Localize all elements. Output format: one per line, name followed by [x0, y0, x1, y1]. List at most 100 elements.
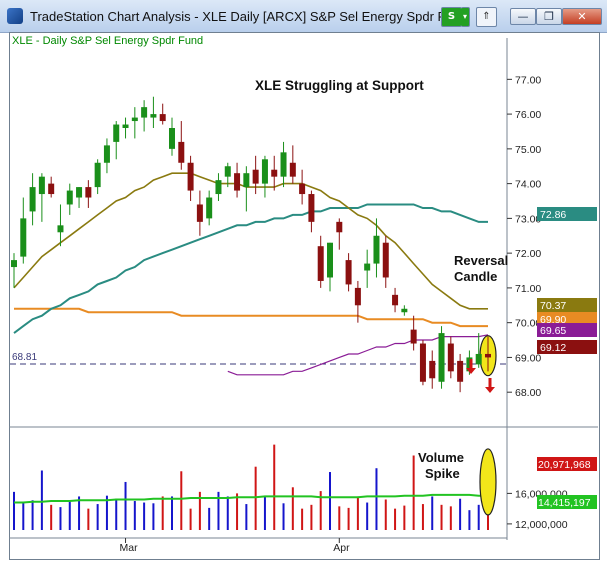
- candle-body: [429, 360, 436, 379]
- footer-credit: [0, 558, 607, 574]
- price-badge-label: 69.65: [540, 325, 566, 337]
- candle-body: [410, 329, 417, 344]
- price-tick-label: 76.00: [515, 109, 541, 121]
- volume-spike-highlight: [479, 448, 497, 516]
- close-button[interactable]: ✕: [562, 8, 602, 25]
- volume-ma-line: [14, 493, 488, 504]
- price-badge: [537, 340, 597, 354]
- chart-annotation-title: XLE Struggling at Support: [255, 78, 424, 93]
- candle-body: [196, 204, 203, 222]
- candle-body: [317, 246, 324, 281]
- price-tick-label: 77.00: [515, 74, 541, 86]
- down-arrow-icon: [485, 378, 495, 393]
- candle-body: [234, 173, 241, 191]
- candle-body: [66, 190, 73, 205]
- candle-body: [457, 360, 464, 382]
- price-badge-label: 69.12: [540, 342, 566, 354]
- candle-body: [215, 180, 222, 195]
- candle-body: [364, 263, 371, 271]
- candle-body: [252, 169, 259, 184]
- price-badge: [537, 312, 597, 326]
- volume-badge-label: 20,971,968: [538, 459, 591, 471]
- candle-body: [187, 162, 194, 191]
- title-bar: TradeStation Chart Analysis - XLE Daily …: [0, 0, 607, 33]
- candle-body: [466, 357, 473, 372]
- reversal-label: Reversal: [454, 253, 508, 268]
- options-menu-button[interactable]: ⇑: [476, 7, 497, 27]
- candle-body: [48, 183, 55, 195]
- ma-short-line: [13, 172, 488, 310]
- app-icon: [7, 8, 23, 24]
- price-tick-label: 70.00: [515, 318, 541, 330]
- price-badge-label: 72.86: [540, 209, 566, 221]
- candle-body: [113, 124, 120, 142]
- candle-body: [85, 187, 92, 198]
- candle-body: [271, 169, 278, 177]
- chevron-down-icon[interactable]: ▾: [461, 7, 470, 27]
- candle-body: [475, 353, 482, 365]
- price-badge-label: 70.37: [540, 300, 566, 312]
- candle-body: [38, 176, 45, 195]
- volume-tick-label: 12,000,000: [515, 519, 568, 531]
- price-tick-label: 68.00: [515, 387, 541, 399]
- candle-body: [122, 124, 129, 128]
- candle-body: [224, 166, 231, 177]
- candle-body: [94, 162, 101, 188]
- maximize-button[interactable]: ❐: [536, 8, 562, 25]
- minimize-button[interactable]: —: [510, 8, 536, 25]
- candle-body: [308, 194, 315, 222]
- volume-badge: [537, 495, 597, 509]
- candle-body: [327, 242, 333, 278]
- candle-body: [401, 308, 408, 313]
- price-tick-label: 74.00: [515, 179, 541, 191]
- price-tick-label: 72.00: [515, 248, 541, 260]
- candle-body: [392, 294, 399, 306]
- volume-spike-label: Volume: [418, 450, 464, 465]
- volume-badge-label: 14,415,197: [538, 497, 591, 509]
- candle-body: [141, 107, 148, 118]
- candle-body: [76, 187, 83, 198]
- month-label: Apr: [333, 542, 350, 554]
- ma-long-line: [14, 307, 488, 328]
- candle-body: [261, 159, 268, 184]
- candle-body: [438, 333, 445, 382]
- price-badge: [537, 298, 597, 312]
- price-tick-label: 73.00: [515, 213, 541, 225]
- candle-body: [382, 242, 389, 278]
- month-label: Mar: [120, 542, 139, 554]
- volume-spike-label: Spike: [425, 466, 460, 481]
- candle-body: [299, 183, 306, 195]
- candle-body: [280, 152, 287, 177]
- chart-header-label: XLE - Daily S&P Sel Energy Spdr Fund: [12, 35, 203, 47]
- down-arrow-icon: [466, 359, 476, 374]
- price-badge: [537, 207, 597, 221]
- candle-body: [131, 117, 138, 122]
- chart-frame[interactable]: [9, 32, 600, 560]
- window-title: TradeStation Chart Analysis - XLE Daily …: [30, 9, 468, 24]
- candle-body: [29, 187, 36, 212]
- candle-body: [159, 114, 166, 122]
- price-badge: [537, 323, 597, 337]
- candle-body: [447, 343, 454, 372]
- candle-body: [178, 141, 185, 163]
- support-level-label: 68.81: [12, 352, 37, 363]
- candle-body: [243, 173, 250, 188]
- candle-body: [11, 260, 17, 268]
- candle-body: [419, 343, 426, 382]
- reversal-label: Candle: [454, 269, 497, 284]
- candle-body: [336, 221, 343, 233]
- candle-body: [169, 128, 175, 149]
- price-tick-label: 75.00: [515, 144, 541, 156]
- price-tick-label: 71.00: [515, 283, 541, 295]
- ma-mid-line: [13, 203, 488, 334]
- price-tick-label: 69.00: [515, 352, 541, 364]
- candle-body: [20, 218, 27, 257]
- ma-purple-line: [227, 334, 489, 376]
- candle-body: [345, 260, 352, 285]
- candle-body: [57, 225, 64, 233]
- candle-body: [289, 162, 296, 177]
- candle-body: [150, 114, 157, 118]
- volume-badge: [537, 457, 597, 471]
- candle-body: [354, 287, 361, 306]
